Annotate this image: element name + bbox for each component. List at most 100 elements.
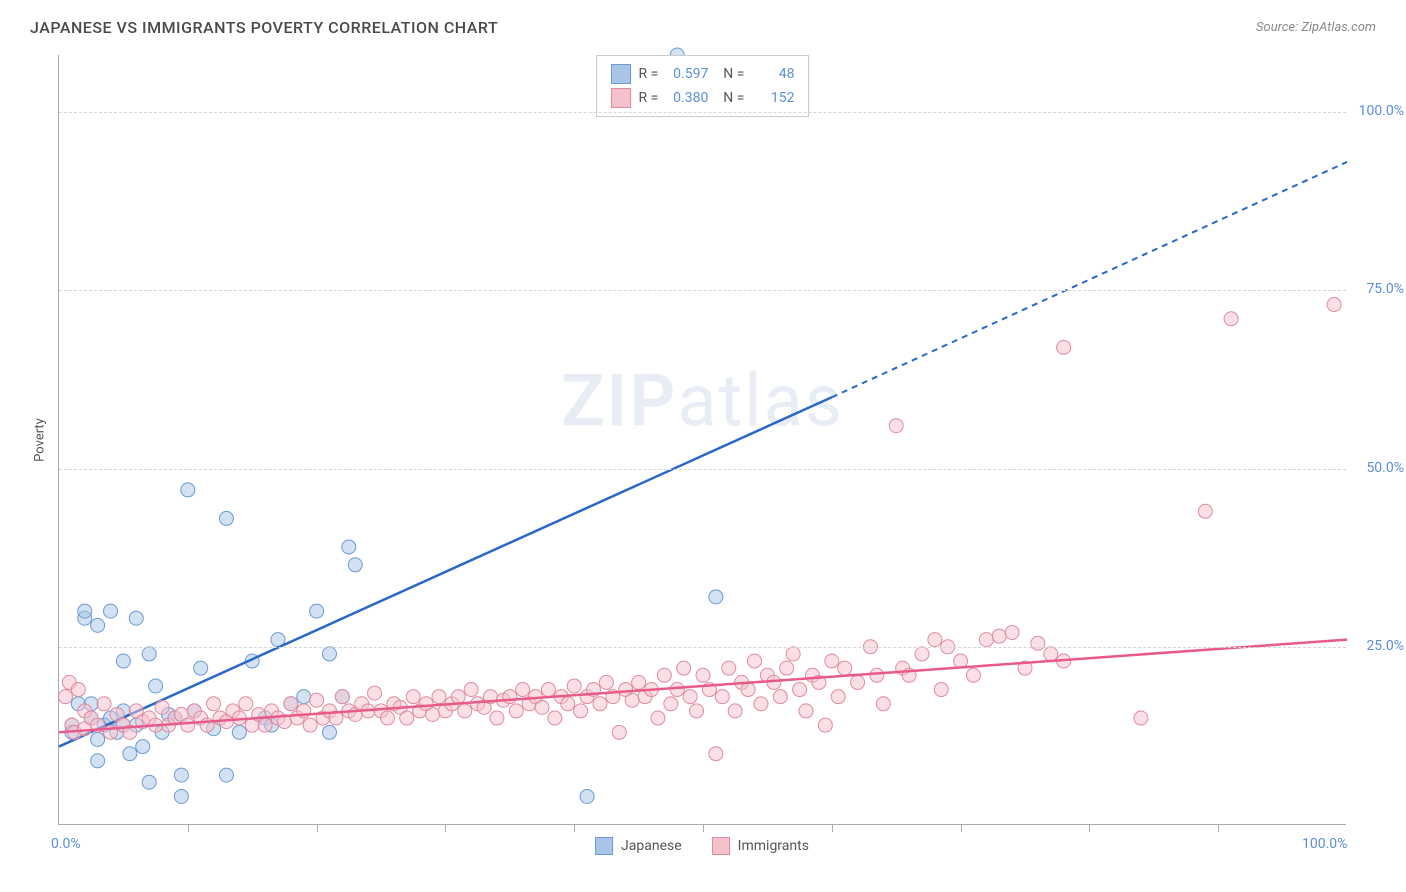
scatter-point [825, 654, 839, 668]
scatter-point [219, 768, 233, 782]
scatter-point [651, 711, 665, 725]
scatter-point [831, 690, 845, 704]
scatter-point [380, 711, 394, 725]
scatter-point [715, 690, 729, 704]
plot-area: ZIPatlas R =0.597 N =48R =0.380 N =152 2… [58, 55, 1346, 825]
scatter-point [310, 693, 324, 707]
scatter-point [574, 704, 588, 718]
scatter-point [322, 647, 336, 661]
x-tick-label: 0.0% [51, 836, 81, 852]
x-tick [188, 824, 189, 832]
scatter-point [155, 700, 169, 714]
scatter-point [741, 683, 755, 697]
scatter-point [677, 661, 691, 675]
scatter-point [458, 704, 472, 718]
scatter-point [91, 618, 105, 632]
scatter-point [1134, 711, 1148, 725]
scatter-point [451, 690, 465, 704]
scatter-point [219, 511, 233, 525]
scatter-point [690, 704, 704, 718]
scatter-point [181, 718, 195, 732]
scatter-point [709, 747, 723, 761]
scatter-point [342, 540, 356, 554]
scatter-point [142, 775, 156, 789]
x-tick [1089, 824, 1090, 832]
scatter-point [793, 683, 807, 697]
gridline-h [59, 290, 1346, 291]
scatter-point [786, 647, 800, 661]
x-tick [445, 824, 446, 832]
scatter-point [979, 633, 993, 647]
scatter-point [207, 697, 221, 711]
scatter-point [348, 558, 362, 572]
scatter-point [599, 675, 613, 689]
stats-row: R =0.380 N =152 [611, 86, 795, 110]
scatter-point [406, 690, 420, 704]
scatter-point [194, 661, 208, 675]
chart-container: ZIPatlas R =0.597 N =48R =0.380 N =152 2… [58, 55, 1346, 825]
scatter-point [966, 668, 980, 682]
scatter-point [889, 419, 903, 433]
legend-swatch [611, 88, 631, 108]
scatter-point [239, 697, 253, 711]
scatter-point [780, 661, 794, 675]
legend-label: Immigrants [738, 838, 809, 854]
x-tick [317, 824, 318, 832]
stats-r-value: 0.380 [666, 90, 708, 106]
scatter-point [580, 789, 594, 803]
scatter-point [91, 732, 105, 746]
scatter-point [567, 679, 581, 693]
scatter-point [541, 683, 555, 697]
scatter-point [142, 647, 156, 661]
scatter-point [683, 690, 697, 704]
scatter-point [1031, 636, 1045, 650]
scatter-point [181, 483, 195, 497]
scatter-point [97, 697, 111, 711]
scatter-point [838, 661, 852, 675]
gridline-h [59, 469, 1346, 470]
scatter-point [71, 683, 85, 697]
scatter-point [284, 697, 298, 711]
scatter-point [664, 697, 678, 711]
legend-item: Japanese [595, 837, 682, 855]
scatter-point [368, 686, 382, 700]
scatter-svg [59, 55, 1346, 824]
y-axis-label: Poverty [32, 418, 47, 462]
stats-n-value: 48 [752, 66, 794, 82]
bottom-legend: Japanese Immigrants [595, 837, 809, 855]
scatter-point [625, 693, 639, 707]
scatter-point [818, 718, 832, 732]
x-tick [1218, 824, 1219, 832]
stats-n-label: N = [716, 66, 744, 82]
scatter-point [535, 700, 549, 714]
scatter-point [915, 647, 929, 661]
scatter-point [174, 789, 188, 803]
scatter-point [870, 668, 884, 682]
scatter-point [1057, 340, 1071, 354]
stats-r-label: R = [639, 90, 659, 106]
legend-swatch [595, 837, 613, 855]
x-tick [574, 824, 575, 832]
scatter-point [310, 604, 324, 618]
y-tick-label: 100.0% [1359, 103, 1404, 119]
y-tick-label: 25.0% [1366, 638, 1404, 654]
legend-swatch [712, 837, 730, 855]
scatter-point [657, 668, 671, 682]
source-label: Source: ZipAtlas.com [1256, 20, 1376, 35]
scatter-point [123, 747, 137, 761]
scatter-point [728, 704, 742, 718]
scatter-point [297, 690, 311, 704]
x-tick [832, 824, 833, 832]
trend-line-dashed [832, 162, 1347, 397]
stats-r-value: 0.597 [666, 66, 708, 82]
scatter-point [561, 697, 575, 711]
scatter-point [174, 768, 188, 782]
gridline-h [59, 647, 1346, 648]
y-tick-label: 75.0% [1366, 281, 1404, 297]
scatter-point [748, 654, 762, 668]
stats-r-label: R = [639, 66, 659, 82]
stats-legend-box: R =0.597 N =48R =0.380 N =152 [596, 55, 810, 117]
scatter-point [149, 679, 163, 693]
scatter-point [722, 661, 736, 675]
scatter-point [670, 683, 684, 697]
